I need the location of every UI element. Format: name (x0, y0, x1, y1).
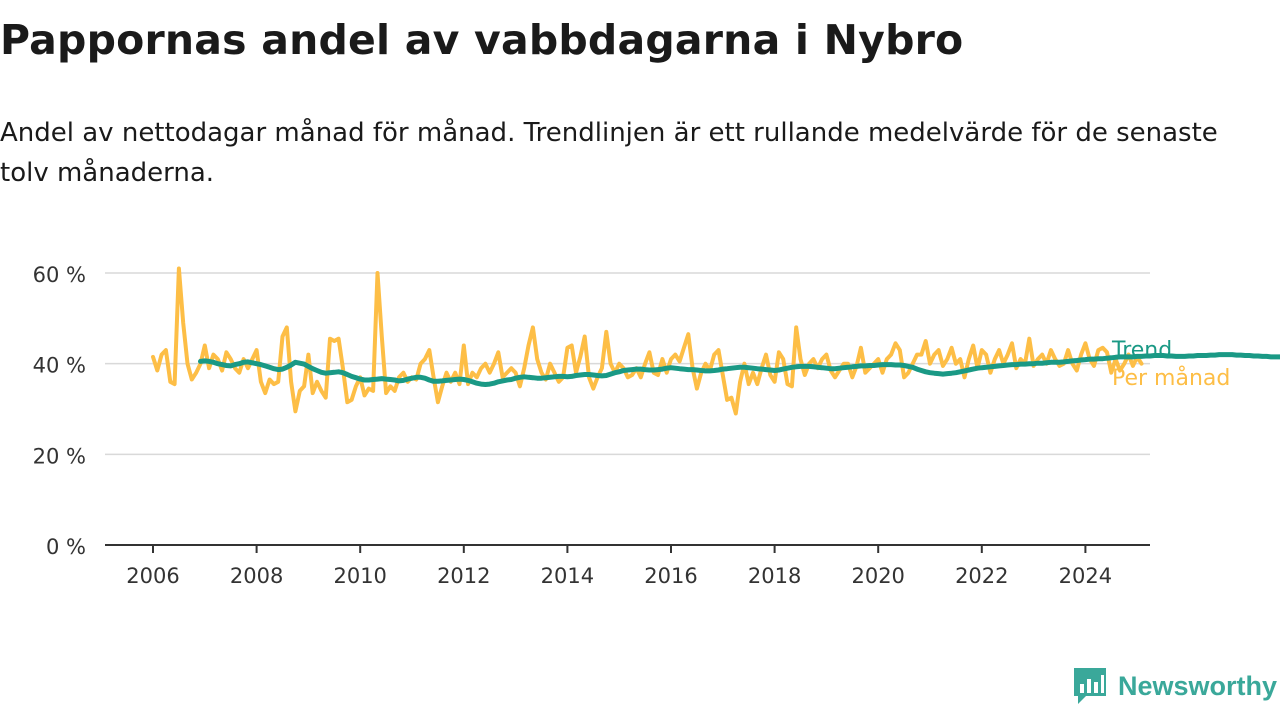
x-axis: 2006 2008 2010 2012 2014 2016 2018 2020 2022 2024 (105, 544, 1150, 588)
bar-chart-speech-bubble-icon (1074, 668, 1106, 704)
x-tick-label: 2006 (126, 564, 179, 588)
trend-line (198, 352, 1280, 387)
y-axis-ticks: 0 % 20 % 40 % 60 % (33, 263, 86, 559)
monthly-line (151, 266, 1144, 416)
x-tick-label: 2008 (230, 564, 283, 588)
logo-text: Newsworthy (1118, 670, 1278, 701)
chart-title: Pappornas andel av vabbdagarna i Nybro (0, 16, 964, 64)
chart-subtitle: Andel av nettodagar månad för månad. Tre… (0, 118, 1218, 188)
x-tick-label: 2016 (644, 564, 697, 588)
x-tick-label: 2022 (955, 564, 1008, 588)
y-tick-label: 20 % (33, 444, 86, 468)
newsworthy-logo: Newsworthy (1072, 666, 1277, 706)
x-tick-label: 2020 (851, 564, 904, 588)
chart-lines (151, 266, 1280, 416)
y-tick-label: 60 % (33, 263, 86, 287)
trend-label: Trend (1111, 338, 1172, 363)
x-tick-label: 2010 (333, 564, 386, 588)
y-tick-label: 0 % (46, 535, 86, 559)
x-tick-label: 2024 (1059, 564, 1112, 588)
per-month-label: Per månad (1112, 365, 1230, 391)
x-tick-label: 2012 (437, 564, 490, 588)
x-tick-label: 2014 (541, 564, 594, 588)
y-tick-label: 40 % (33, 354, 86, 378)
x-tick-label: 2018 (748, 564, 801, 588)
